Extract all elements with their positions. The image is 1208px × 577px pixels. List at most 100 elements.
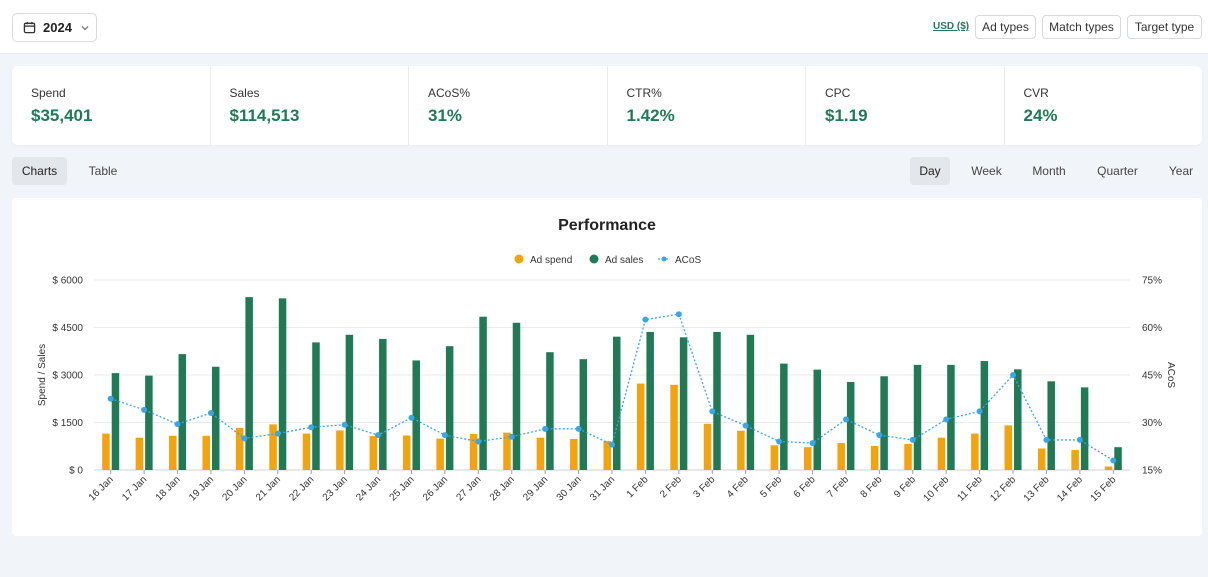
bar-ad-spend [102,433,110,470]
bar-ad-spend [636,383,645,470]
ad-types-button[interactable]: Ad types [975,15,1036,39]
year-select[interactable]: 2024 [12,13,97,42]
bar-ad-spend [770,445,779,470]
x-tick-label: 15 Feb [1089,474,1119,504]
acos-point [876,432,883,439]
x-tick-label: 12 Feb [988,474,1018,504]
bar-ad-sales [211,366,220,470]
tab-charts[interactable]: Charts [12,157,67,185]
chevron-down-icon [81,25,89,30]
acos-point [909,436,916,443]
y2-axis-label: ACoS [1165,362,1176,388]
x-tick-label: 20 Jan [220,474,249,503]
target-type-button[interactable]: Target type [1127,15,1202,39]
y-tick-label: $ 6000 [52,276,83,287]
year-select-value: 2024 [43,20,72,35]
bar-ad-spend [436,438,444,470]
x-tick-label: 30 Jan [555,474,584,503]
bar-ad-sales [679,337,688,470]
x-tick-label: 17 Jan [120,474,149,503]
metric-cpc: CPC $1.19 [806,66,1005,145]
x-tick-label: 9 Feb [892,474,918,500]
x-tick-label: 3 Feb [692,474,718,500]
bar-ad-spend [570,438,578,470]
acos-point [642,316,649,323]
metric-label: CTR% [626,86,662,100]
y2-tick-label: 45% [1142,371,1162,382]
bar-ad-spend [870,445,879,470]
tab-day[interactable]: Day [910,157,950,185]
tab-table[interactable]: Table [88,164,118,178]
acos-point [107,395,114,402]
tab-quarter[interactable]: Quarter [1097,164,1138,178]
metric-label: CVR [1023,86,1049,100]
acos-point [408,414,415,421]
acos-point [709,408,716,415]
tab-year[interactable]: Year [1168,164,1194,178]
x-tick-label: 16 Jan [87,474,116,503]
bar-ad-spend [804,447,812,470]
metric-value: 31% [428,106,463,125]
bar-ad-spend [536,437,545,470]
acos-point [441,432,448,439]
bar-ad-spend [369,436,378,470]
calendar-icon [23,21,36,34]
metric-cvr: CVR 24% [1005,66,1203,145]
bar-ad-sales [278,298,287,470]
acos-point [943,416,950,423]
x-tick-label: 18 Jan [154,474,183,503]
bar-ad-sales [245,297,253,470]
x-tick-label: 29 Jan [521,474,550,503]
bar-ad-sales [145,375,153,470]
x-tick-label: 26 Jan [421,474,450,503]
x-tick-label: 22 Jan [287,474,316,503]
chart-x-ticks: 16 Jan 17 Jan 18 Jan 19 Jan 20 Jan 21 Jan 22 J… [87,470,1119,504]
x-tick-label: 31 Jan [588,474,617,503]
bar-ad-sales [813,369,822,470]
bar-ad-spend [169,435,177,470]
y2-tick-label: 30% [1142,418,1162,429]
bar-ad-sales [479,316,487,470]
metric-label: ACoS% [428,86,471,100]
bar-ad-spend [469,433,478,470]
y-tick-label: $ 3000 [52,371,83,382]
bar-ad-spend [1037,448,1046,470]
metric-sales: Sales $114,513 [211,66,409,145]
legend-swatch-spend [514,254,524,264]
bar-ad-sales [1114,447,1122,470]
legend-label-sales: Ad sales [605,255,643,266]
x-tick-label: 19 Jan [187,474,216,503]
bar-ad-sales [1080,387,1089,470]
bar-ad-sales [111,373,120,470]
tab-month[interactable]: Month [1032,164,1066,178]
bar-ad-spend [269,424,277,470]
metric-spend: Spend $35,401 [12,66,211,145]
performance-chart-card: Performance Ad spend Ad sales ACoS Spend… [12,198,1202,536]
x-tick-label: 5 Feb [758,474,784,500]
bar-ad-spend [904,444,912,470]
bar-ad-sales [412,360,420,470]
bar-ad-spend [202,435,210,470]
acos-point [508,433,515,440]
bar-ad-spend [336,430,344,470]
bar-ad-spend [737,430,745,470]
metric-acos: ACoS% 31% [409,66,608,145]
match-types-button[interactable]: Match types [1042,15,1121,39]
y-axis-label: Spend / Sales [37,344,48,406]
bar-ad-spend [1004,425,1013,470]
acos-point [174,421,181,428]
bar-ad-spend [937,437,946,470]
metric-value: $114,513 [229,106,300,125]
acos-point [241,435,248,442]
currency-link[interactable]: USD ($) [933,21,970,32]
acos-point [207,410,214,416]
bar-ad-sales [178,354,187,470]
metric-label: CPC [825,86,851,100]
metric-value: $1.19 [825,106,868,125]
x-tick-label: 1 Feb [625,474,651,500]
bar-ad-spend [135,437,144,470]
x-tick-label: 7 Feb [825,474,851,500]
bar-ad-sales [1047,381,1055,470]
tab-week[interactable]: Week [971,164,1002,178]
acos-point [1010,372,1017,378]
